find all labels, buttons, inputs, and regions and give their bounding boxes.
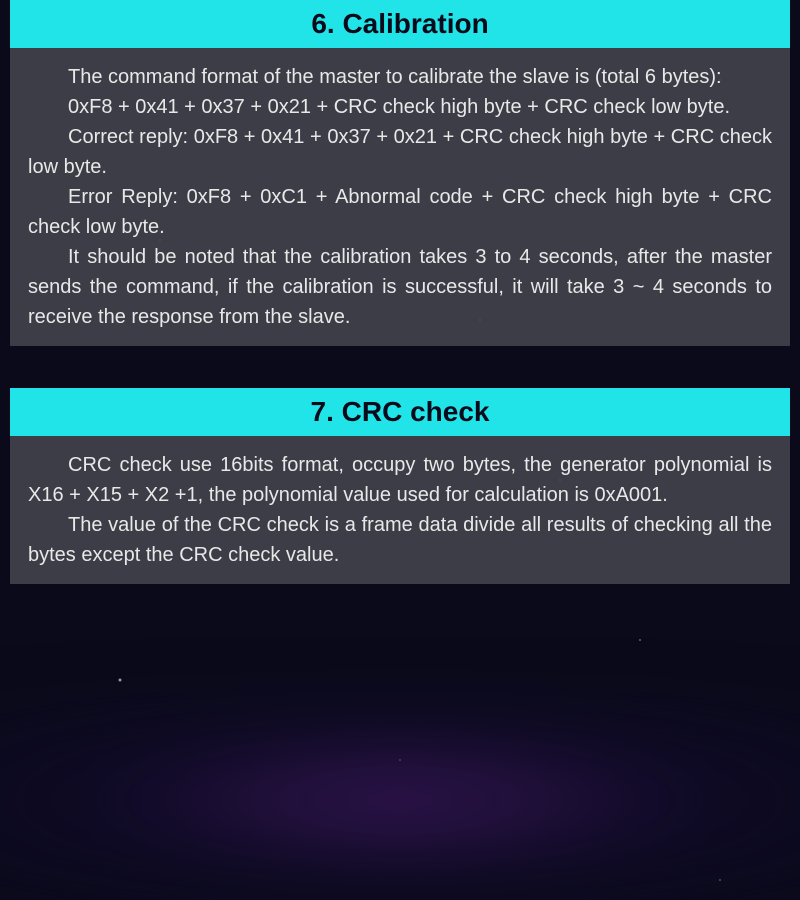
paragraph: The command format of the master to cali… — [28, 62, 772, 92]
section-body-calibration: The command format of the master to cali… — [10, 48, 790, 346]
paragraph: Correct reply: 0xF8 + 0x41 + 0x37 + 0x21… — [28, 122, 772, 182]
section-body-crc: CRC check use 16bits format, occupy two … — [10, 436, 790, 584]
section-header-calibration: 6. Calibration — [10, 0, 790, 48]
paragraph: 0xF8 + 0x41 + 0x37 + 0x21 + CRC check hi… — [28, 92, 772, 122]
paragraph: It should be noted that the calibration … — [28, 242, 772, 332]
background-nebula — [0, 700, 800, 900]
paragraph: Error Reply: 0xF8 + 0xC1 + Abnormal code… — [28, 182, 772, 242]
paragraph: CRC check use 16bits format, occupy two … — [28, 450, 772, 510]
section-crc: 7. CRC check CRC check use 16bits format… — [10, 388, 790, 584]
section-gap — [0, 346, 800, 388]
paragraph: The value of the CRC check is a frame da… — [28, 510, 772, 570]
section-header-crc: 7. CRC check — [10, 388, 790, 436]
section-calibration: 6. Calibration The command format of the… — [10, 0, 790, 346]
